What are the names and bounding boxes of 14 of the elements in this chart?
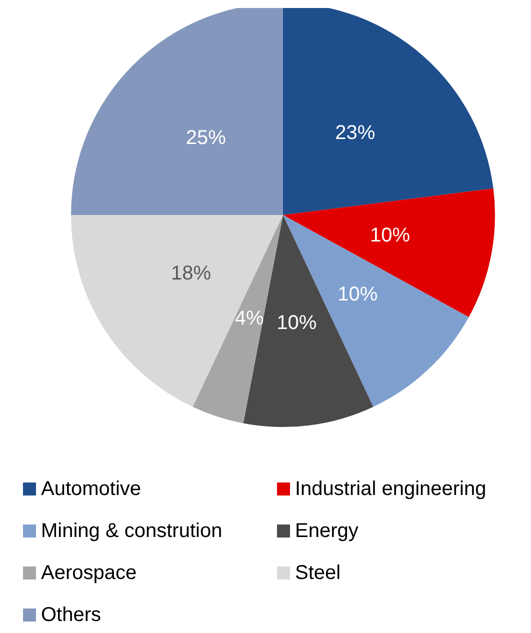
data-label: 10% [370,224,410,246]
data-label: 23% [335,122,376,144]
legend-label: Steel [295,562,341,584]
data-label: 10% [276,312,317,334]
data-label: 18% [170,262,212,284]
data-label: 4% [234,308,264,330]
legend-label: Industrial engineering [295,478,486,500]
legend-label: Mining & constrution [41,520,222,542]
data-label: 10% [338,283,378,306]
legend-label: Others [41,604,102,626]
legend-label: Aerospace [41,562,137,584]
legend-label: Energy [295,520,358,542]
legend-label: Automotive [41,478,142,500]
data-label: 25% [186,126,226,149]
